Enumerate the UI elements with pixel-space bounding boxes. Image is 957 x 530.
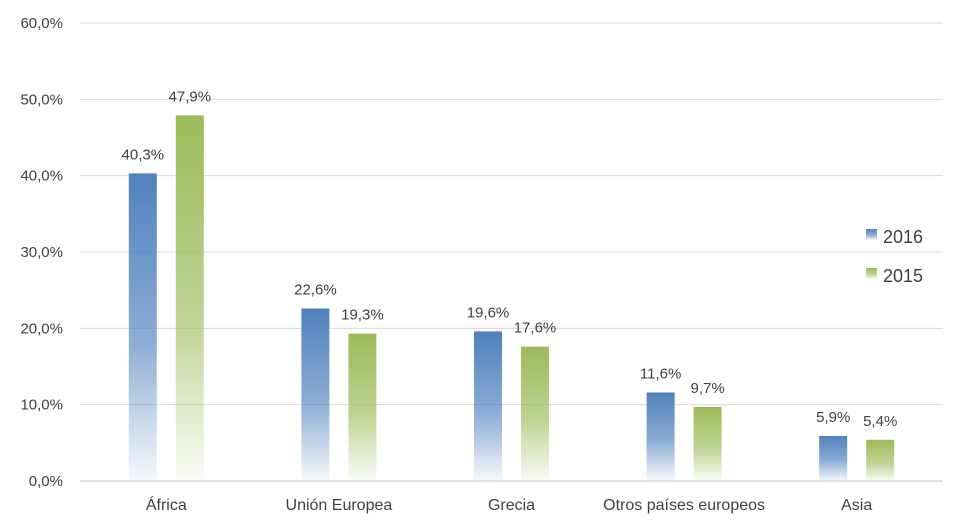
bar-2015 — [521, 346, 549, 481]
data-label: 22,6% — [294, 281, 337, 298]
y-tick-label: 50,0% — [20, 91, 63, 108]
y-tick-label: 0,0% — [29, 473, 63, 490]
y-tick-label: 40,0% — [20, 168, 63, 185]
data-label: 19,3% — [341, 307, 384, 324]
data-label: 5,9% — [816, 409, 850, 426]
gridlines — [80, 22, 943, 482]
bar-2015 — [693, 406, 722, 481]
y-tick-label: 20,0% — [20, 320, 63, 337]
data-label: 9,7% — [690, 380, 724, 397]
data-label: 11,6% — [640, 365, 681, 382]
bar-2016 — [819, 435, 848, 481]
bar-2016 — [301, 308, 330, 481]
legend: 2016 2015 — [866, 227, 923, 286]
y-tick-label: 10,0% — [20, 397, 63, 414]
bars — [128, 115, 895, 482]
category-label: Asia — [841, 497, 872, 514]
legend-label: 2016 — [883, 227, 923, 247]
bar-2016 — [646, 392, 675, 481]
legend-swatch — [866, 229, 877, 240]
data-label: 40,3% — [122, 146, 165, 163]
y-tick-label: 30,0% — [20, 244, 63, 261]
legend-label: 2015 — [883, 266, 923, 286]
y-tick-label: 60,0% — [20, 15, 63, 32]
data-label: 19,6% — [467, 304, 510, 321]
category-label: Otros países europeos — [603, 497, 765, 514]
bar-2016 — [474, 331, 502, 481]
category-label: Unión Europea — [286, 497, 393, 514]
data-labels: 40,3% 47,9% 22,6%19,3% 19,6%17,6% 11,6% 9,7% 5… — [122, 88, 898, 429]
data-label: 5,4% — [863, 413, 897, 430]
category-label: África — [146, 495, 187, 514]
legend-swatch — [866, 268, 877, 279]
bar-2015 — [348, 333, 377, 481]
bar-2016 — [128, 173, 157, 482]
category-label: Grecia — [488, 497, 535, 514]
data-label: 47,9% — [169, 88, 212, 105]
bar-2015 — [175, 115, 204, 481]
bar-2015 — [866, 439, 895, 481]
x-axis-category-labels: África Unión Europea Grecia Otros países eu… — [146, 495, 873, 514]
y-axis-tick-labels: 0,0% 10,0% 20,0% 30,0% 40,0% 50,0% 60,0% — [20, 15, 63, 490]
data-label: 17,6% — [514, 320, 557, 337]
